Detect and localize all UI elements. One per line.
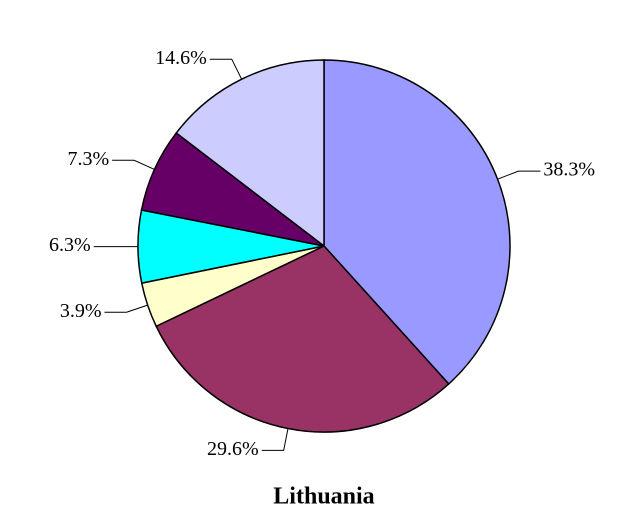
data-label: 38.3% [543, 159, 595, 181]
data-label: 7.3% [67, 148, 109, 170]
pie-slice [175, 59, 325, 248]
leader-line [104, 304, 148, 313]
pie-slice [155, 245, 450, 433]
leader-line [112, 159, 155, 170]
data-label: 6.3% [49, 234, 91, 256]
chart-title: Lithuania [273, 484, 374, 510]
leader-line [209, 58, 243, 80]
data-label: 3.9% [60, 300, 102, 322]
data-label: 14.6% [155, 47, 207, 69]
leader-line [497, 170, 541, 180]
leader-line [261, 428, 289, 451]
data-label: 29.6% [207, 438, 259, 460]
